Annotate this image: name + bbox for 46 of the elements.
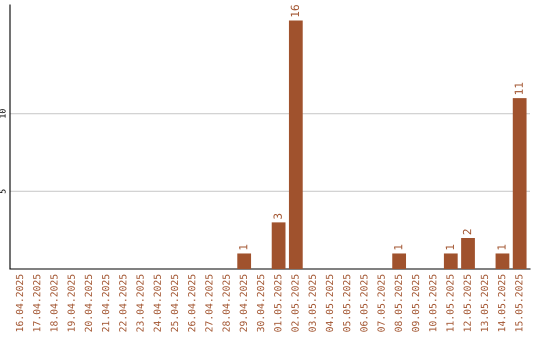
- data-label: 11: [514, 82, 523, 94]
- data-label: 1: [497, 244, 506, 250]
- bar: [392, 253, 406, 269]
- x-tick-label: 09.05.2025: [412, 274, 420, 332]
- x-tick-label: 24.04.2025: [154, 274, 161, 332]
- x-tick-label: 06.05.2025: [360, 274, 368, 332]
- x-tick-label: 21.04.2025: [102, 274, 110, 332]
- data-label: 2: [462, 229, 472, 234]
- bar: [272, 222, 286, 269]
- x-tick-label: 13.05.2025: [480, 274, 488, 332]
- x-tick-label: 15.05.2025: [515, 274, 523, 332]
- data-label: 3: [273, 214, 282, 219]
- x-tick-label: 11.05.2025: [446, 274, 454, 332]
- data-label: 16: [290, 5, 300, 16]
- x-tick-label: 27.04.2025: [205, 274, 213, 332]
- x-tick-label: 05.05.2025: [342, 274, 350, 332]
- x-tick-label: 14.05.2025: [498, 274, 506, 332]
- x-tick-label: 03.05.2025: [308, 274, 316, 332]
- bar: [237, 253, 252, 269]
- x-tick-label: 28.04.2025: [222, 274, 230, 332]
- x-tick-label: 07.05.2025: [377, 274, 385, 332]
- x-tick-label: 04.05.2025: [326, 274, 334, 332]
- bar: [444, 253, 458, 269]
- x-tick-label: 01.05.2025: [274, 274, 282, 332]
- x-tick-label: 17.04.2025: [33, 274, 40, 332]
- bar: [461, 238, 475, 269]
- x-tick-label: 10.05.2025: [429, 274, 436, 332]
- bar: [512, 98, 527, 269]
- x-tick-label: 12.05.2025: [464, 274, 471, 332]
- bar: [496, 253, 510, 269]
- x-tick-label: 16.04.2025: [16, 274, 24, 332]
- x-tick-label: 29.04.2025: [240, 274, 248, 332]
- x-tick-label: 20.04.2025: [84, 274, 92, 332]
- x-tick-label: 22.04.2025: [119, 274, 126, 332]
- x-tick-label: 26.04.2025: [188, 274, 196, 332]
- x-tick-label: 23.04.2025: [136, 274, 144, 332]
- x-tick-label: 19.04.2025: [67, 274, 75, 332]
- data-label: 1: [446, 244, 454, 250]
- x-tick-label: 08.05.2025: [394, 274, 402, 332]
- x-tick-label: 30.04.2025: [256, 274, 264, 332]
- x-tick-label: 18.04.2025: [50, 274, 58, 332]
- data-label: 1: [394, 244, 402, 250]
- x-tick-label: 02.05.2025: [291, 274, 299, 332]
- data-label: 1: [239, 244, 248, 250]
- x-tick-label: 25.04.2025: [170, 274, 178, 332]
- bar: [288, 20, 303, 269]
